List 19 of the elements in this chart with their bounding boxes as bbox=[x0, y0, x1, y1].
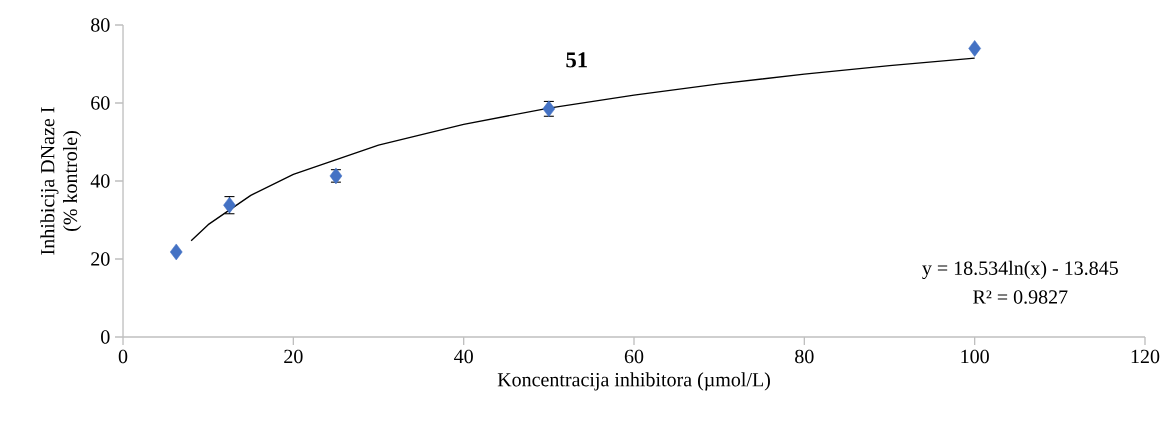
y-tick-label: 40 bbox=[90, 174, 110, 188]
text: 51 bbox=[566, 52, 587, 68]
annotation: y = 18.534ln(x) - 13.845 bbox=[922, 260, 1118, 279]
y-axis-title: Inhibicija DNaze I (% kontrole) bbox=[40, 107, 82, 255]
x-tick-label: 20 bbox=[284, 349, 303, 364]
point bbox=[968, 40, 981, 57]
y-tick-label: 20 bbox=[91, 252, 110, 266]
x-tick-label: 80 bbox=[795, 349, 814, 364]
x-tick-label: 0 bbox=[118, 349, 128, 364]
y-tick-label: 80 bbox=[91, 18, 110, 32]
x-tick-label: 40 bbox=[454, 349, 473, 364]
x-tick-label: 100 bbox=[961, 349, 989, 364]
x-axis-title: Koncentracija inhibitora (µmol/L) bbox=[497, 372, 770, 391]
point bbox=[169, 243, 183, 261]
x-tick-label: 120 bbox=[1131, 349, 1160, 364]
annotation: R² = 0.9827 bbox=[973, 290, 1068, 304]
x-tick-label: 60 bbox=[624, 349, 644, 364]
y-tick-label: 0 bbox=[101, 330, 110, 344]
y-tick-label: 60 bbox=[91, 96, 110, 110]
